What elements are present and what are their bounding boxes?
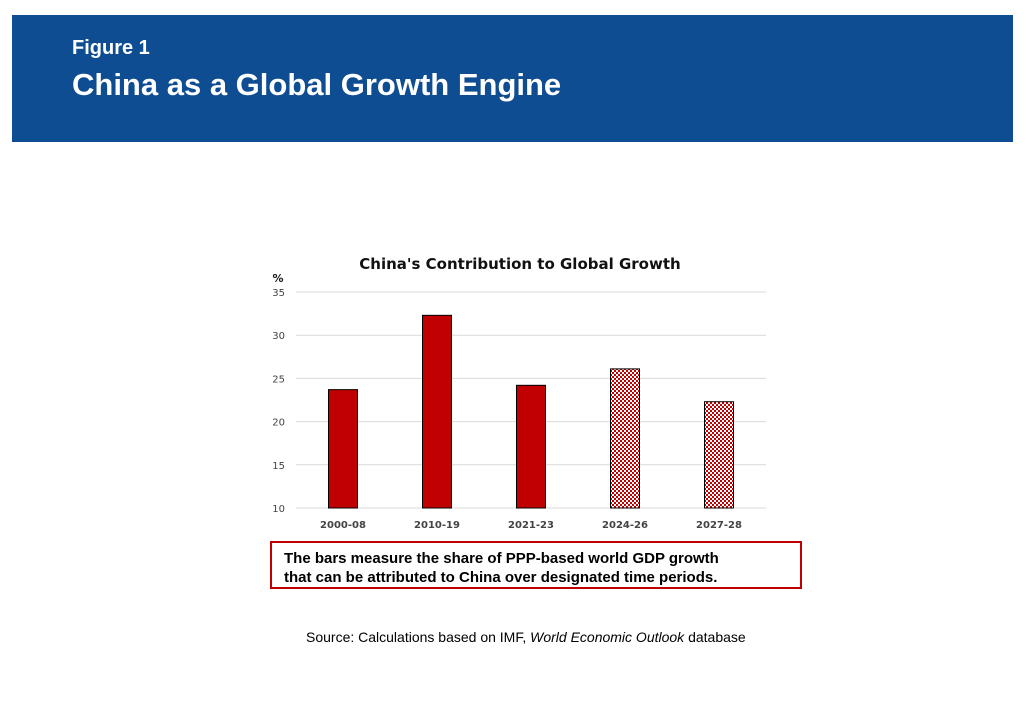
source-publication: World Economic Outlook (530, 629, 685, 645)
y-tick-label: 25 (272, 374, 285, 385)
y-axis-unit-label: % (272, 272, 283, 285)
y-tick-label: 15 (272, 461, 285, 472)
note-line-1: The bars measure the share of PPP-based … (284, 550, 719, 567)
x-category-label: 2024-26 (602, 520, 648, 531)
note-line-2: that can be attributed to China over des… (284, 569, 718, 586)
y-tick-label: 30 (272, 331, 285, 342)
explanatory-note: The bars measure the share of PPP-based … (270, 541, 802, 589)
bar-2000-08 (328, 389, 358, 509)
figure-label: Figure 1 (72, 37, 150, 59)
source-prefix: Source: Calculations based on IMF, (306, 629, 531, 645)
x-axis-categories: 2000-08 2010-19 2021-23 2024-26 2027-28 (320, 520, 742, 531)
source-note: Source: Calculations based on IMF, World… (306, 629, 746, 645)
x-category-label: 2021-23 (508, 520, 554, 531)
x-category-label: 2027-28 (696, 520, 742, 531)
bar-2021-23 (516, 384, 546, 509)
y-tick-label: 20 (272, 418, 285, 429)
bars (328, 314, 734, 509)
x-category-label: 2010-19 (414, 520, 460, 531)
x-category-label: 2000-08 (320, 520, 366, 531)
bar-2024-26 (610, 368, 640, 509)
chart-title: China's Contribution to Global Growth (359, 255, 680, 273)
y-tick-label: 10 (272, 504, 285, 515)
bar-2010-19 (422, 314, 452, 509)
y-axis-ticks: 10 15 20 25 30 35 (272, 288, 285, 515)
source-suffix: database (684, 629, 746, 645)
figure-header-banner: Figure 1 China as a Global Growth Engine (12, 15, 1013, 142)
y-tick-label: 35 (272, 288, 285, 299)
figure-title: China as a Global Growth Engine (72, 67, 562, 102)
bar-2027-28 (704, 401, 734, 509)
